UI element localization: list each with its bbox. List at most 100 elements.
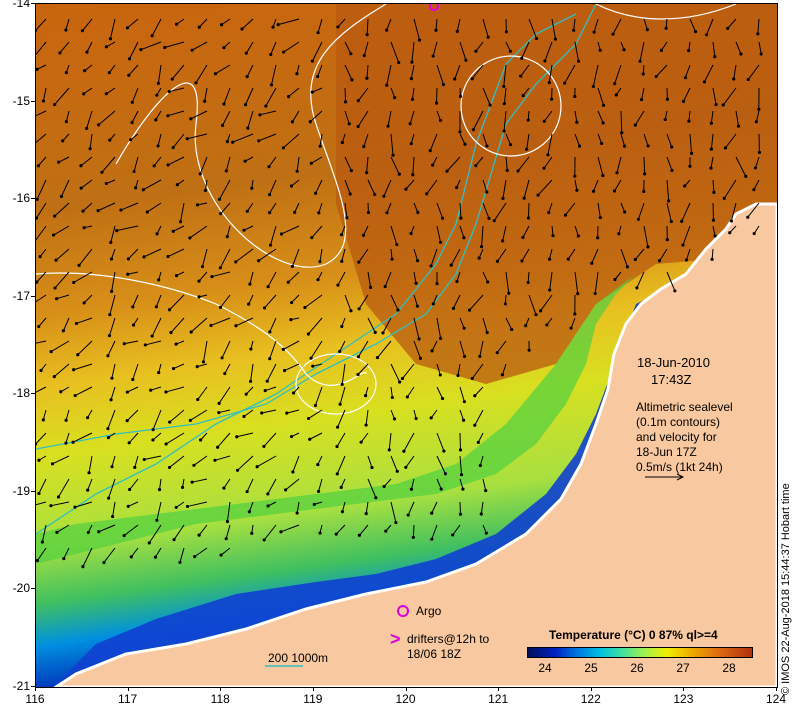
velocity-arrow-head [243,103,248,107]
velocity-arrow-head [340,510,345,514]
velocity-arrow-head [508,49,512,53]
velocity-arrow-head [356,124,360,129]
velocity-arrow [430,409,438,419]
velocity-arrow-head [222,486,226,490]
velocity-arrow [140,41,162,51]
velocity-arrow [412,524,415,538]
velocity-arrow-head [167,465,172,470]
velocity-arrow-head [216,445,220,449]
velocity-arrow-head [185,504,190,509]
velocity-arrow-head [166,114,170,118]
velocity-arrow [386,202,392,213]
latitude-tick-label: -14 [12,0,30,10]
drifter-legend-icon: > [390,629,401,649]
velocity-arrow [258,133,277,142]
velocity-arrow-head [156,81,161,86]
velocity-arrow [723,179,737,199]
velocity-arrow [641,87,645,100]
velocity-arrow-head [152,164,156,168]
velocity-arrow-head [41,418,45,422]
velocity-arrow [198,18,208,28]
velocity-arrow-head [36,216,39,220]
velocity-arrow-head [313,403,318,408]
velocity-arrow [505,133,511,145]
velocity-arrow [387,110,392,127]
velocity-arrow-head [38,255,42,259]
velocity-arrow-head [242,414,246,419]
velocity-arrow [294,202,300,213]
velocity-arrow-head [132,169,136,174]
velocity-arrow-head [286,280,290,284]
velocity-arrow-head [223,371,227,376]
velocity-arrow [436,110,442,121]
velocity-arrow [547,133,553,155]
velocity-arrow-head [385,211,389,215]
velocity-arrow [311,225,323,238]
velocity-arrow [358,248,369,263]
velocity-arrow [198,271,208,282]
velocity-arrow [593,179,599,192]
velocity-arrow [390,501,397,523]
latitude-tick-mark [31,100,35,102]
velocity-arrow [614,271,622,280]
velocity-arrow-head [244,51,248,55]
longitude-tick-mark [683,687,685,691]
velocity-arrow-head [451,306,456,310]
velocity-arrow [689,18,696,32]
velocity-arrow [111,363,116,379]
velocity-arrow-head [276,22,280,27]
velocity-arrow-head [521,93,525,98]
velocity-arrow [215,64,231,75]
velocity-arrow [337,271,346,286]
velocity-arrow [108,478,116,499]
velocity-arrow-head [150,34,154,38]
velocity-arrow [344,202,348,218]
velocity-arrow-head [64,418,68,422]
velocity-arrow-head [739,52,743,56]
argo-legend-label: Argo [416,604,442,618]
velocity-arrow [436,432,445,452]
velocity-arrow-head [680,219,684,224]
velocity-arrow-head [538,309,543,313]
velocity-arrow [341,248,346,262]
velocity-arrow [497,248,507,262]
velocity-arrow [643,156,646,174]
velocity-arrow-head [266,492,270,496]
velocity-arrow-head [502,102,506,106]
velocity-arrow [58,156,70,163]
credit-text: © IMOS 22-Aug-2018 15:44:37 Hobart time [780,483,792,695]
velocity-arrow [270,225,277,246]
velocity-arrow-head [289,434,294,439]
velocity-arrow [655,64,668,77]
velocity-arrow-head [573,94,577,99]
velocity-arrow-head [362,144,366,149]
map-date: 18-Jun-2010 [637,355,710,370]
velocity-arrow-head [147,541,151,545]
velocity-arrow [127,271,139,275]
velocity-arrow [597,202,601,218]
velocity-arrow [457,363,461,376]
velocity-arrow [479,340,484,357]
velocity-arrow [436,225,442,243]
velocity-arrow-head [156,144,160,148]
velocity-arrow [291,294,300,303]
velocity-arrow [235,248,254,263]
velocity-arrow-head [86,530,90,535]
velocity-arrow [221,18,231,26]
map-panel[interactable] [35,3,778,688]
velocity-arrow-head [534,313,538,317]
velocity-arrow-head [213,72,218,76]
velocity-arrow [526,133,530,150]
velocity-arrow-head [687,49,691,53]
velocity-arrow [235,317,254,327]
velocity-arrow-head [705,33,709,37]
velocity-arrow-head [268,192,272,197]
velocity-arrow-head [409,487,414,491]
velocity-arrow [237,455,254,471]
velocity-arrow [426,179,438,195]
velocity-arrow-head [600,141,604,145]
velocity-arrow-head [126,504,130,508]
velocity-arrow [505,156,508,171]
velocity-arrow-head [573,312,577,316]
velocity-arrow-head [213,458,217,462]
